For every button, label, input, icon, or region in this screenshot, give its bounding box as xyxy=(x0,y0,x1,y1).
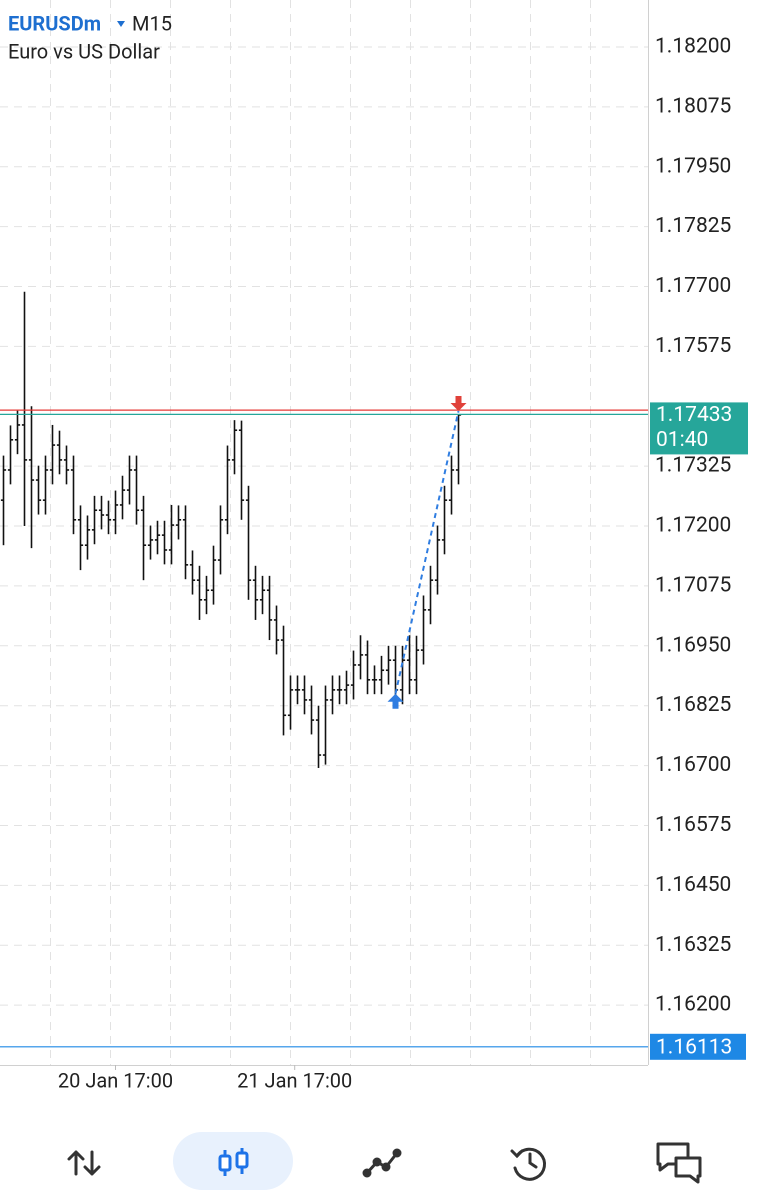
plot xyxy=(0,291,648,1048)
countdown: 01:40 xyxy=(656,428,708,452)
history-tab[interactable] xyxy=(510,1147,547,1181)
bid-label-box xyxy=(650,402,748,455)
grid xyxy=(0,0,648,1065)
y-tick-label: 1.16325 xyxy=(655,933,731,957)
price-line-box xyxy=(650,1033,746,1060)
chart-tab-highlight[interactable] xyxy=(173,1132,293,1190)
symbol-description: Euro vs US Dollar xyxy=(8,39,160,63)
symbol[interactable]: EURUSDm xyxy=(8,11,101,35)
symbol-dropdown-icon[interactable] xyxy=(117,21,125,27)
y-tick-label: 1.17575 xyxy=(655,334,731,358)
buy-arrow xyxy=(387,693,404,709)
x-tick-label: 20 Jan 17:00 xyxy=(58,1068,173,1092)
chart-tab[interactable] xyxy=(218,1148,249,1176)
chart: 1.18200 1.18075 1.17950 1.17825 1.17700 1.175… xyxy=(0,0,748,1092)
price-line-label: 1.16113 xyxy=(656,1035,732,1059)
trade-tab[interactable] xyxy=(362,1148,402,1178)
bottom-navigation xyxy=(67,1132,702,1190)
y-tick-label: 1.18200 xyxy=(655,34,731,58)
y-tick-label: 1.17825 xyxy=(655,214,731,238)
quotes-tab[interactable] xyxy=(67,1150,101,1176)
y-tick-label: 1.18075 xyxy=(655,94,731,118)
y-tick-label: 1.17200 xyxy=(655,514,731,538)
y-tick-label: 1.16575 xyxy=(655,813,731,837)
y-tick-label: 1.17950 xyxy=(655,154,731,178)
y-tick-label: 1.17075 xyxy=(655,573,731,597)
y-tick-label: 1.16825 xyxy=(655,693,731,717)
y-tick-label: 1.16950 xyxy=(655,633,731,657)
y-tick-label: 1.16200 xyxy=(655,993,731,1017)
y-tick-label: 1.16450 xyxy=(655,873,731,897)
y-tick-label: 1.17700 xyxy=(655,274,731,298)
x-tick-label: 21 Jan 17:00 xyxy=(237,1068,352,1092)
trade-connector xyxy=(394,410,460,694)
timeframe[interactable]: M15 xyxy=(132,11,172,35)
y-tick-label: 1.17325 xyxy=(655,454,731,478)
sell-arrow xyxy=(450,396,467,412)
messages-tab[interactable] xyxy=(656,1142,702,1184)
bid-label: 1.17433 xyxy=(656,403,732,427)
y-tick-label: 1.16700 xyxy=(655,753,731,777)
axes: 1.18200 1.18075 1.17950 1.17825 1.17700 1.175… xyxy=(58,34,748,1092)
